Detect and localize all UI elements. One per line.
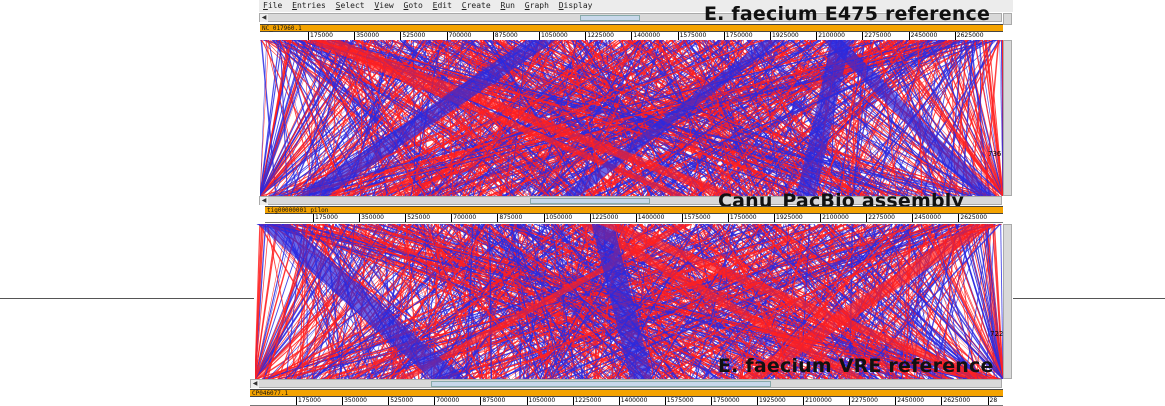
middle-sequence-name: tig00000001_pilon	[267, 207, 328, 214]
scroll-left-arrow-icon[interactable]: ◀	[260, 14, 268, 22]
ruler-tick-label: 1925000	[757, 397, 786, 405]
ruler-tick-label: 175000	[313, 214, 338, 222]
bottom-sequence-bar[interactable]: CP046077.1	[250, 389, 1003, 397]
ruler-tick-label: 875000	[497, 214, 522, 222]
menu-entries[interactable]: Entries	[292, 0, 326, 12]
ruler-tick-label: 1925000	[770, 32, 799, 40]
ruler-tick-label: 175000	[296, 397, 321, 405]
middle-ruler: 175000 350000 525000 700000 875000 1050000 122…	[265, 214, 1003, 223]
ruler-tick-label: 2100000	[820, 214, 849, 222]
ruler-tick-label: 700000	[451, 214, 476, 222]
ruler-tick-label: 2275000	[849, 397, 878, 405]
ruler-tick-label: 1575000	[665, 397, 694, 405]
menu-select[interactable]: Select	[336, 0, 365, 12]
ruler-tick-label: 1225000	[573, 397, 602, 405]
menu-display[interactable]: Display	[559, 0, 593, 12]
bottom-scroll-thumb[interactable]	[431, 381, 771, 387]
top-right-scroll-stub[interactable]	[1003, 13, 1012, 25]
bottom-sequence-name: CP046077.1	[252, 390, 288, 397]
ruler-tick-label: 2100000	[816, 32, 845, 40]
ruler-tick-label: 2100000	[803, 397, 832, 405]
menu-view[interactable]: View	[374, 0, 393, 12]
ruler-tick-label: 700000	[434, 397, 459, 405]
ruler-tick-label: 1575000	[678, 32, 707, 40]
bottom-side-value: 722	[990, 330, 1003, 338]
ruler-tick-label: 1400000	[631, 32, 660, 40]
ruler-tick-label: 875000	[493, 32, 518, 40]
menu-goto[interactable]: Goto	[404, 0, 423, 12]
ruler-tick-label: 525000	[388, 397, 413, 405]
ruler-tick-label: 2625000	[958, 214, 987, 222]
menu-graph[interactable]: Graph	[525, 0, 549, 12]
ruler-tick-label: 2625000	[955, 32, 984, 40]
ruler-tick-label: 1225000	[590, 214, 619, 222]
ruler-tick-label: 350000	[354, 32, 379, 40]
bottom-genome-label: E. faecium VRE reference	[718, 355, 994, 377]
top-sequence-name: NC_017960.1	[262, 25, 302, 32]
ruler-tick-label: 1050000	[527, 397, 556, 405]
ruler-tick-label: 1050000	[539, 32, 568, 40]
ruler-tick-label: 2450000	[895, 397, 924, 405]
top-sequence-bar[interactable]: NC_017960.1	[260, 24, 1003, 32]
ruler-tick-label: 525000	[405, 214, 430, 222]
ruler-tick-label: 350000	[342, 397, 367, 405]
menu-create[interactable]: Create	[462, 0, 491, 12]
ruler-tick-label: 2450000	[912, 214, 941, 222]
ruler-tick-label: 1400000	[619, 397, 648, 405]
menu-file[interactable]: File	[263, 0, 282, 12]
ruler-tick-label: 1400000	[636, 214, 665, 222]
left-divider-line	[0, 298, 254, 299]
menu-run[interactable]: Run	[501, 0, 515, 12]
top-side-value: 736	[988, 150, 1001, 158]
bottom-vertical-scrollbar[interactable]	[1003, 224, 1012, 379]
ruler-tick-label: 2625000	[941, 397, 970, 405]
ruler-tick-label: 700000	[447, 32, 472, 40]
top-genome-label: E. faecium E475 reference	[704, 3, 990, 25]
bottom-ruler: 175000 350000 525000 700000 875000 1050000 122…	[250, 397, 1003, 406]
ruler-tick-label: 525000	[400, 32, 425, 40]
ruler-tick-label: 2275000	[862, 32, 891, 40]
middle-scroll-thumb[interactable]	[530, 198, 650, 204]
ruler-tick-label: 1050000	[544, 214, 573, 222]
ruler-tick-label: 2275000	[866, 214, 895, 222]
menu-edit[interactable]: Edit	[433, 0, 452, 12]
ruler-tick-label: 1750000	[724, 32, 753, 40]
middle-sequence-bar[interactable]: tig00000001_pilon	[265, 206, 1003, 214]
top-vertical-scrollbar[interactable]	[1003, 40, 1012, 196]
top-comparison-plot	[260, 40, 1003, 196]
ruler-tick-label: 1750000	[728, 214, 757, 222]
ruler-tick-label: 350000	[359, 214, 384, 222]
ruler-tick-label: 875000	[480, 397, 505, 405]
right-divider-line	[1013, 298, 1165, 299]
bottom-horizontal-scrollbar[interactable]: ◀	[250, 379, 1002, 388]
ruler-tick-label: 2450000	[909, 32, 938, 40]
ruler-tick-label: 1225000	[585, 32, 614, 40]
ruler-tick-label-partial: 28	[988, 397, 998, 405]
top-scroll-thumb[interactable]	[580, 15, 640, 21]
scroll-left-arrow-icon[interactable]: ◀	[260, 197, 268, 205]
ruler-tick-label: 175000	[308, 32, 333, 40]
scroll-left-arrow-icon[interactable]: ◀	[251, 380, 259, 388]
ruler-tick-label: 1750000	[711, 397, 740, 405]
ruler-tick-label: 1575000	[682, 214, 711, 222]
ruler-tick-label: 1925000	[774, 214, 803, 222]
